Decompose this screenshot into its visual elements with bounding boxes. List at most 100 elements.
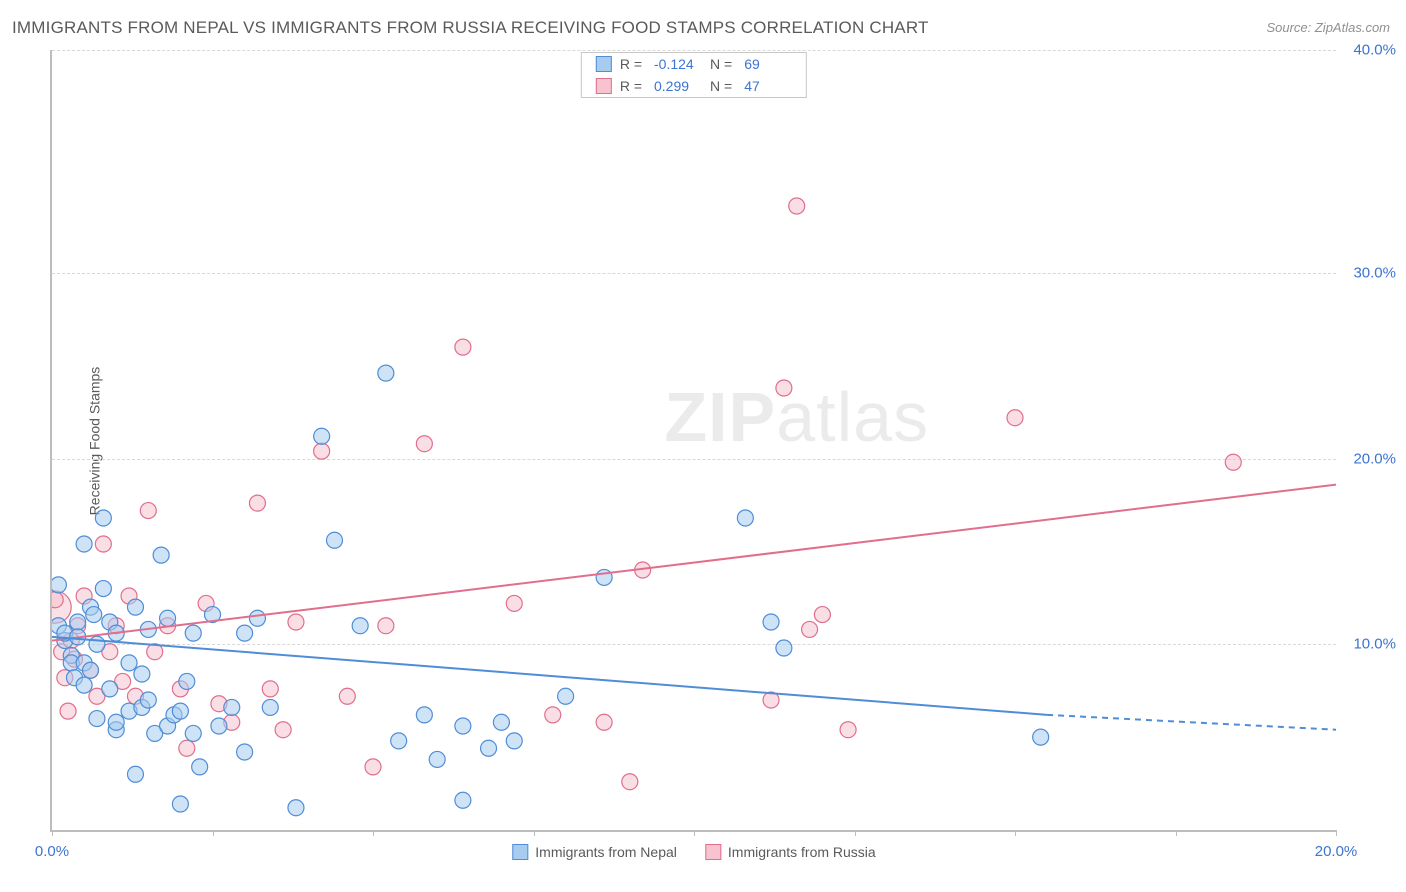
trend-line-nepal [52, 637, 1047, 715]
scatter-point-russia [288, 614, 304, 630]
scatter-point-nepal [160, 610, 176, 626]
scatter-point-russia [622, 774, 638, 790]
scatter-point-russia [840, 722, 856, 738]
legend-item-nepal: Immigrants from Nepal [512, 844, 677, 860]
scatter-point-russia [455, 339, 471, 355]
scatter-point-russia [95, 536, 111, 552]
x-tick [373, 830, 374, 836]
x-tick-label: 0.0% [35, 843, 69, 860]
scatter-point-nepal [153, 547, 169, 563]
scatter-point-russia [1225, 454, 1241, 470]
legend-label-nepal: Immigrants from Nepal [535, 844, 677, 860]
scatter-point-nepal [326, 532, 342, 548]
scatter-point-nepal [52, 577, 66, 593]
scatter-point-nepal [185, 625, 201, 641]
legend-n-label: N = [710, 56, 732, 72]
x-tick [534, 830, 535, 836]
x-tick [1015, 830, 1016, 836]
legend-r-value-russia: 0.299 [654, 78, 702, 94]
scatter-point-nepal [86, 607, 102, 623]
scatter-point-nepal [179, 673, 195, 689]
legend-n-label: N = [710, 78, 732, 94]
scatter-point-nepal [185, 725, 201, 741]
x-tick [1336, 830, 1337, 836]
legend-r-value-nepal: -0.124 [654, 56, 702, 72]
scatter-point-nepal [416, 707, 432, 723]
scatter-point-russia [179, 740, 195, 756]
scatter-point-russia [60, 703, 76, 719]
scatter-point-nepal [314, 428, 330, 444]
x-tick [855, 830, 856, 836]
legend-correlation-box: R = -0.124 N = 69 R = 0.299 N = 47 [581, 52, 807, 98]
plot-container: Receiving Food Stamps ZIPatlas R = -0.12… [50, 50, 1336, 832]
scatter-point-nepal [224, 699, 240, 715]
scatter-point-nepal [493, 714, 509, 730]
scatter-point-nepal [1033, 729, 1049, 745]
y-tick-label: 40.0% [1353, 42, 1396, 59]
legend-r-label: R = [620, 78, 642, 94]
scatter-point-russia [776, 380, 792, 396]
scatter-point-nepal [391, 733, 407, 749]
scatter-point-nepal [70, 614, 86, 630]
y-tick-label: 30.0% [1353, 264, 1396, 281]
scatter-point-nepal [455, 792, 471, 808]
legend-series: Immigrants from Nepal Immigrants from Ru… [512, 844, 875, 860]
scatter-point-nepal [76, 536, 92, 552]
scatter-point-russia [365, 759, 381, 775]
scatter-point-nepal [378, 365, 394, 381]
scatter-point-nepal [140, 692, 156, 708]
scatter-point-russia [506, 595, 522, 611]
x-tick [213, 830, 214, 836]
scatter-point-nepal [237, 744, 253, 760]
scatter-point-nepal [352, 618, 368, 634]
scatter-point-russia [545, 707, 561, 723]
x-tick [52, 830, 53, 836]
scatter-point-russia [339, 688, 355, 704]
scatter-point-russia [140, 503, 156, 519]
scatter-point-nepal [558, 688, 574, 704]
scatter-point-nepal [76, 677, 92, 693]
legend-row-nepal: R = -0.124 N = 69 [582, 53, 806, 75]
scatter-point-nepal [192, 759, 208, 775]
scatter-point-nepal [121, 655, 137, 671]
scatter-point-russia [52, 592, 63, 608]
scatter-point-russia [275, 722, 291, 738]
scatter-point-nepal [288, 800, 304, 816]
scatter-point-russia [802, 621, 818, 637]
scatter-point-nepal [89, 711, 105, 727]
scatter-point-nepal [455, 718, 471, 734]
scatter-point-nepal [172, 796, 188, 812]
scatter-point-nepal [237, 625, 253, 641]
legend-n-value-nepal: 69 [744, 56, 792, 72]
y-tick-label: 20.0% [1353, 450, 1396, 467]
legend-swatch-nepal [596, 56, 612, 72]
legend-n-value-russia: 47 [744, 78, 792, 94]
scatter-point-nepal [127, 766, 143, 782]
scatter-point-nepal [763, 614, 779, 630]
scatter-point-nepal [127, 599, 143, 615]
scatter-point-nepal [89, 636, 105, 652]
legend-swatch-russia [596, 78, 612, 94]
scatter-point-russia [416, 436, 432, 452]
scatter-point-nepal [262, 699, 278, 715]
scatter-point-nepal [134, 666, 150, 682]
plot-area: ZIPatlas R = -0.124 N = 69 R = 0.299 N =… [50, 50, 1336, 832]
source-attribution: Source: ZipAtlas.com [1266, 20, 1390, 35]
scatter-point-russia [814, 607, 830, 623]
scatter-point-nepal [776, 640, 792, 656]
legend-item-russia: Immigrants from Russia [705, 844, 876, 860]
scatter-point-russia [262, 681, 278, 697]
trend-line-russia [52, 485, 1336, 641]
scatter-point-russia [1007, 410, 1023, 426]
scatter-point-nepal [95, 510, 111, 526]
legend-swatch-russia [705, 844, 721, 860]
scatter-point-nepal [211, 718, 227, 734]
x-tick [694, 830, 695, 836]
scatter-point-nepal [95, 581, 111, 597]
trend-line-nepal-extrapolated [1047, 715, 1336, 730]
scatter-point-russia [314, 443, 330, 459]
scatter-point-nepal [481, 740, 497, 756]
scatter-point-russia [789, 198, 805, 214]
scatter-svg [52, 50, 1336, 830]
scatter-point-nepal [429, 751, 445, 767]
